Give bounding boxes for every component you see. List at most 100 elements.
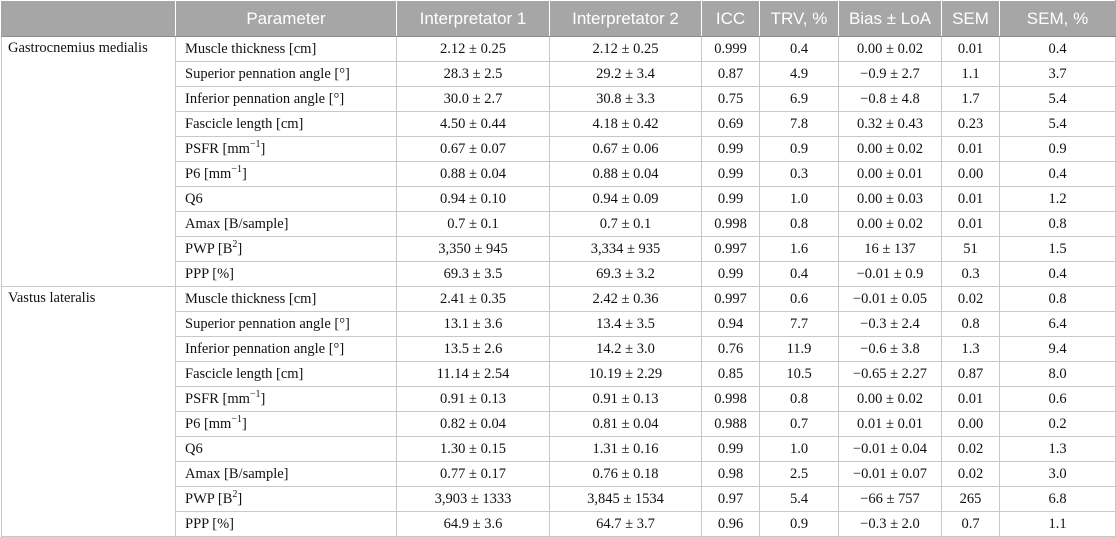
parameter-unit-exponent: −1 [249, 138, 261, 150]
parameter-cell: Inferior pennation angle [°] [175, 336, 397, 362]
parameter-cell: Q6 [175, 186, 397, 212]
sem-pct-cell: 1.3 [999, 436, 1116, 462]
parameter-label: PPP [%] [185, 515, 235, 532]
table-row: Superior pennation angle [°] 28.3 ± 2.5 29… [2, 61, 1116, 87]
sem-pct-cell: 3.0 [999, 461, 1116, 487]
interpretator-1-cell: 0.88 ± 0.04 [396, 161, 550, 187]
table-row: PWP [B2] 3,903 ± 1333 3,845 ± 1534 0.97 5.4−… [2, 486, 1116, 512]
sem-cell: 0.01 [941, 186, 1000, 212]
bias-loa-cell: −0.3 ± 2.0 [838, 511, 942, 537]
icc-cell: 0.998 [701, 386, 760, 412]
trv-cell: 2.5 [759, 461, 839, 487]
sem-cell: 265 [941, 486, 1000, 512]
parameter-cell: Amax [B/sample] [175, 461, 397, 487]
interpretator-1-cell: 30.0 ± 2.7 [396, 86, 550, 112]
trv-cell: 0.9 [759, 136, 839, 162]
parameter-cell: PSFR [mm−1] [175, 386, 397, 412]
header-muscle [1, 0, 176, 37]
interpretator-1-cell: 11.14 ± 2.54 [396, 361, 550, 387]
parameter-cell: Amax [B/sample] [175, 211, 397, 237]
sem-cell: 0.7 [941, 511, 1000, 537]
interpretator-1-cell: 0.82 ± 0.04 [396, 411, 550, 437]
table-row: P6 [mm−1] 0.82 ± 0.04 0.81 ± 0.04 0.988 0.7 0… [2, 411, 1116, 437]
interpretator-2-cell: 0.76 ± 0.18 [549, 461, 702, 487]
trv-cell: 0.7 [759, 411, 839, 437]
interpretator-1-cell: 1.30 ± 0.15 [396, 436, 550, 462]
sem-pct-cell: 3.7 [999, 61, 1116, 87]
bias-loa-cell: −0.9 ± 2.7 [838, 61, 942, 87]
interpretator-2-cell: 3,845 ± 1534 [549, 486, 702, 512]
header-interpretator-1: Interpretator 1 [396, 0, 550, 37]
table-row: Fascicle length [cm] 4.50 ± 0.44 4.18 ± 0.… [2, 111, 1116, 137]
header-icc: ICC [701, 0, 760, 37]
parameter-cell: Inferior pennation angle [°] [175, 86, 397, 112]
parameter-label: Amax [B/sample] [185, 465, 289, 482]
interpretator-1-cell: 0.94 ± 0.10 [396, 186, 550, 212]
parameter-label: PSFR [mm [185, 390, 250, 407]
interpretator-2-cell: 13.4 ± 3.5 [549, 311, 702, 337]
sem-cell: 0.02 [941, 286, 1000, 312]
muscle-group-label: Gastrocnemius medialis [1, 36, 176, 287]
icc-cell: 0.99 [701, 436, 760, 462]
sem-pct-cell: 0.6 [999, 386, 1116, 412]
sem-pct-cell: 1.2 [999, 186, 1116, 212]
sem-cell: 0.02 [941, 436, 1000, 462]
trv-cell: 0.9 [759, 511, 839, 537]
interpretator-2-cell: 0.7 ± 0.1 [549, 211, 702, 237]
parameter-label: Superior pennation angle [°] [185, 65, 350, 82]
bias-loa-cell: −0.01 ± 0.9 [838, 261, 942, 287]
sem-pct-cell: 6.4 [999, 311, 1116, 337]
header-bias-loa: Bias ± LoA [838, 0, 942, 37]
parameter-label: Superior pennation angle [°] [185, 315, 350, 332]
sem-pct-cell: 8.0 [999, 361, 1116, 387]
interpretator-2-cell: 1.31 ± 0.16 [549, 436, 702, 462]
sem-cell: 0.01 [941, 36, 1000, 62]
table-row: PPP [%] 64.9 ± 3.6 64.7 ± 3.7 0.96 0.9 −0.3 ±… [2, 511, 1116, 537]
parameter-label-end: ] [260, 390, 266, 407]
bias-loa-cell: 0.00 ± 0.01 [838, 161, 942, 187]
parameter-cell: PWP [B2] [175, 236, 397, 262]
table-row: Amax [B/sample] 0.77 ± 0.17 0.76 ± 0.18 0.9… [2, 461, 1116, 487]
sem-pct-cell: 9.4 [999, 336, 1116, 362]
parameter-label: P6 [mm [185, 415, 232, 432]
parameter-label: Amax [B/sample] [185, 215, 289, 232]
parameter-cell: Superior pennation angle [°] [175, 61, 397, 87]
table-row: P6 [mm−1] 0.88 ± 0.04 0.88 ± 0.04 0.99 0.3 0.… [2, 161, 1116, 187]
table-row: Superior pennation angle [°] 13.1 ± 3.6 13… [2, 311, 1116, 337]
parameter-label: Fascicle length [cm] [185, 365, 304, 382]
parameter-cell: PWP [B2] [175, 486, 397, 512]
bias-loa-cell: −0.01 ± 0.07 [838, 461, 942, 487]
sem-cell: 0.01 [941, 136, 1000, 162]
interpretator-1-cell: 13.5 ± 2.6 [396, 336, 550, 362]
interpretator-2-cell: 0.81 ± 0.04 [549, 411, 702, 437]
bias-loa-cell: 0.00 ± 0.02 [838, 386, 942, 412]
interpretator-2-cell: 0.88 ± 0.04 [549, 161, 702, 187]
parameter-unit-exponent: 2 [232, 488, 238, 500]
trv-cell: 6.9 [759, 86, 839, 112]
table-row: Q6 1.30 ± 0.15 1.31 ± 0.16 0.99 1.0 −0.01 ± 0… [2, 436, 1116, 462]
interpretator-2-cell: 10.19 ± 2.29 [549, 361, 702, 387]
interpretator-2-cell: 4.18 ± 0.42 [549, 111, 702, 137]
bias-loa-cell: −0.6 ± 3.8 [838, 336, 942, 362]
sem-pct-cell: 0.4 [999, 36, 1116, 62]
header-row: Parameter Interpretator 1 Interpretator … [1, 0, 1116, 37]
table-row: Vastus lateralis Muscle thickness [cm] 2.4… [1, 286, 1116, 537]
parameter-cell: PPP [%] [175, 261, 397, 287]
bias-loa-cell: 16 ± 137 [838, 236, 942, 262]
sem-pct-cell: 0.4 [999, 161, 1116, 187]
trv-cell: 4.9 [759, 61, 839, 87]
parameter-cell: P6 [mm−1] [175, 161, 397, 187]
trv-cell: 5.4 [759, 486, 839, 512]
parameter-unit-exponent: 2 [232, 238, 238, 250]
interpretator-2-cell: 30.8 ± 3.3 [549, 86, 702, 112]
sem-cell: 0.01 [941, 386, 1000, 412]
trv-cell: 7.7 [759, 311, 839, 337]
parameter-label: Q6 [185, 440, 203, 457]
parameter-label-end: ] [237, 240, 243, 257]
parameter-label: P6 [mm [185, 165, 232, 182]
parameter-label: PWP [B [185, 490, 233, 507]
bias-loa-cell: 0.00 ± 0.02 [838, 211, 942, 237]
interpretator-1-cell: 13.1 ± 3.6 [396, 311, 550, 337]
interpretator-1-cell: 69.3 ± 3.5 [396, 261, 550, 287]
trv-cell: 0.8 [759, 386, 839, 412]
